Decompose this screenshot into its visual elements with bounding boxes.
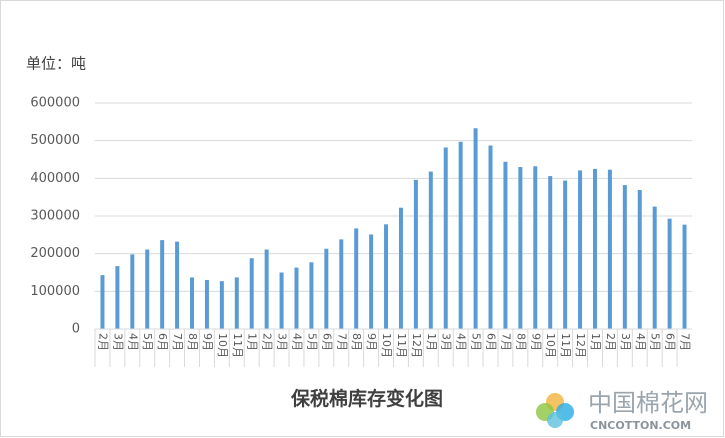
bar bbox=[592, 168, 597, 329]
bar bbox=[607, 169, 612, 329]
x-tick-label: 5月 bbox=[305, 333, 318, 351]
x-tick-label: 5月 bbox=[141, 333, 154, 351]
bar bbox=[145, 249, 150, 329]
x-tick-label: 7月 bbox=[171, 333, 184, 351]
bar bbox=[428, 171, 433, 329]
bar bbox=[548, 176, 553, 329]
bar bbox=[488, 145, 493, 329]
bar bbox=[190, 277, 195, 329]
bar bbox=[175, 241, 180, 329]
unit-label: 单位：吨 bbox=[26, 55, 86, 73]
bar bbox=[339, 239, 344, 329]
bar bbox=[279, 272, 284, 329]
x-tick-label: 4月 bbox=[455, 333, 468, 351]
x-tick-label: 2月 bbox=[604, 333, 617, 351]
x-tick-label: 7月 bbox=[679, 333, 692, 351]
x-tick-label: 2月 bbox=[261, 333, 274, 351]
x-tick-label: 11月 bbox=[395, 333, 408, 358]
bar bbox=[204, 280, 209, 329]
x-tick-label: 11月 bbox=[559, 333, 572, 358]
y-tick-label: 200000 bbox=[30, 246, 80, 261]
y-tick-label: 500000 bbox=[30, 133, 80, 148]
bar bbox=[309, 262, 314, 329]
x-tick-label: 8月 bbox=[186, 333, 199, 351]
bar bbox=[354, 228, 359, 329]
x-tick-label: 5月 bbox=[649, 333, 662, 351]
bar bbox=[100, 275, 105, 329]
x-tick-label: 9月 bbox=[365, 333, 378, 351]
bar bbox=[682, 224, 687, 329]
x-tick-label: 6月 bbox=[320, 333, 333, 351]
bar bbox=[518, 167, 523, 329]
bar bbox=[443, 147, 448, 329]
x-tick-label: 6月 bbox=[664, 333, 677, 351]
x-tick-label: 4月 bbox=[290, 333, 303, 351]
x-tick-label: 1月 bbox=[589, 333, 602, 351]
x-tick-label: 12月 bbox=[574, 333, 587, 358]
bar bbox=[473, 128, 478, 329]
bar bbox=[398, 207, 403, 329]
x-tick-label: 3月 bbox=[440, 333, 453, 351]
x-tick-label: 9月 bbox=[529, 333, 542, 351]
watermark-sub: CNCOTTON.COM bbox=[590, 419, 691, 432]
x-tick-label: 1月 bbox=[246, 333, 259, 351]
bar bbox=[563, 180, 568, 329]
bar bbox=[503, 161, 508, 329]
bar bbox=[249, 258, 254, 329]
y-tick-label: 400000 bbox=[30, 171, 80, 186]
x-tick-label: 12月 bbox=[410, 333, 423, 358]
bar bbox=[130, 254, 135, 329]
x-tick-label: 2月 bbox=[96, 333, 109, 351]
x-tick-label: 6月 bbox=[485, 333, 498, 351]
x-tick-label: 9月 bbox=[201, 333, 214, 351]
bar bbox=[413, 179, 418, 329]
bar bbox=[115, 266, 120, 329]
x-tick-label: 3月 bbox=[111, 333, 124, 351]
y-tick-label: 0 bbox=[72, 322, 80, 337]
bar bbox=[324, 248, 329, 329]
y-tick-label: 100000 bbox=[30, 284, 80, 299]
x-tick-label: 7月 bbox=[335, 333, 348, 351]
chart-title: 保税棉库存变化图 bbox=[290, 387, 443, 410]
bar bbox=[533, 166, 538, 329]
x-tick-label: 10月 bbox=[216, 333, 229, 358]
bar bbox=[219, 281, 224, 329]
x-tick-label: 4月 bbox=[634, 333, 647, 351]
y-tick-label: 300000 bbox=[30, 209, 80, 224]
x-tick-label: 8月 bbox=[350, 333, 363, 351]
x-tick-label: 10月 bbox=[380, 333, 393, 358]
bar bbox=[458, 141, 463, 329]
bar bbox=[264, 249, 269, 329]
bar bbox=[637, 190, 642, 329]
bar bbox=[369, 234, 374, 329]
x-tick-label: 8月 bbox=[514, 333, 527, 351]
x-tick-label: 11月 bbox=[231, 333, 244, 358]
x-tick-label: 6月 bbox=[156, 333, 169, 351]
x-tick-label: 3月 bbox=[276, 333, 289, 351]
watermark: 中国棉花网 bbox=[588, 389, 708, 417]
x-tick-label: 5月 bbox=[470, 333, 483, 351]
x-tick-label: 4月 bbox=[126, 333, 139, 351]
bar bbox=[667, 218, 672, 329]
bar bbox=[622, 185, 627, 329]
x-tick-label: 10月 bbox=[544, 333, 557, 358]
x-tick-label: 1月 bbox=[425, 333, 438, 351]
x-tick-label: 7月 bbox=[499, 333, 512, 351]
bar bbox=[578, 170, 583, 329]
bar bbox=[160, 240, 165, 329]
watermark-logo bbox=[536, 393, 574, 428]
bar bbox=[652, 206, 657, 329]
bar bbox=[384, 224, 389, 329]
y-tick-label: 600000 bbox=[30, 96, 80, 111]
bar bbox=[294, 267, 299, 329]
bar bbox=[234, 277, 239, 329]
x-tick-label: 3月 bbox=[619, 333, 632, 351]
